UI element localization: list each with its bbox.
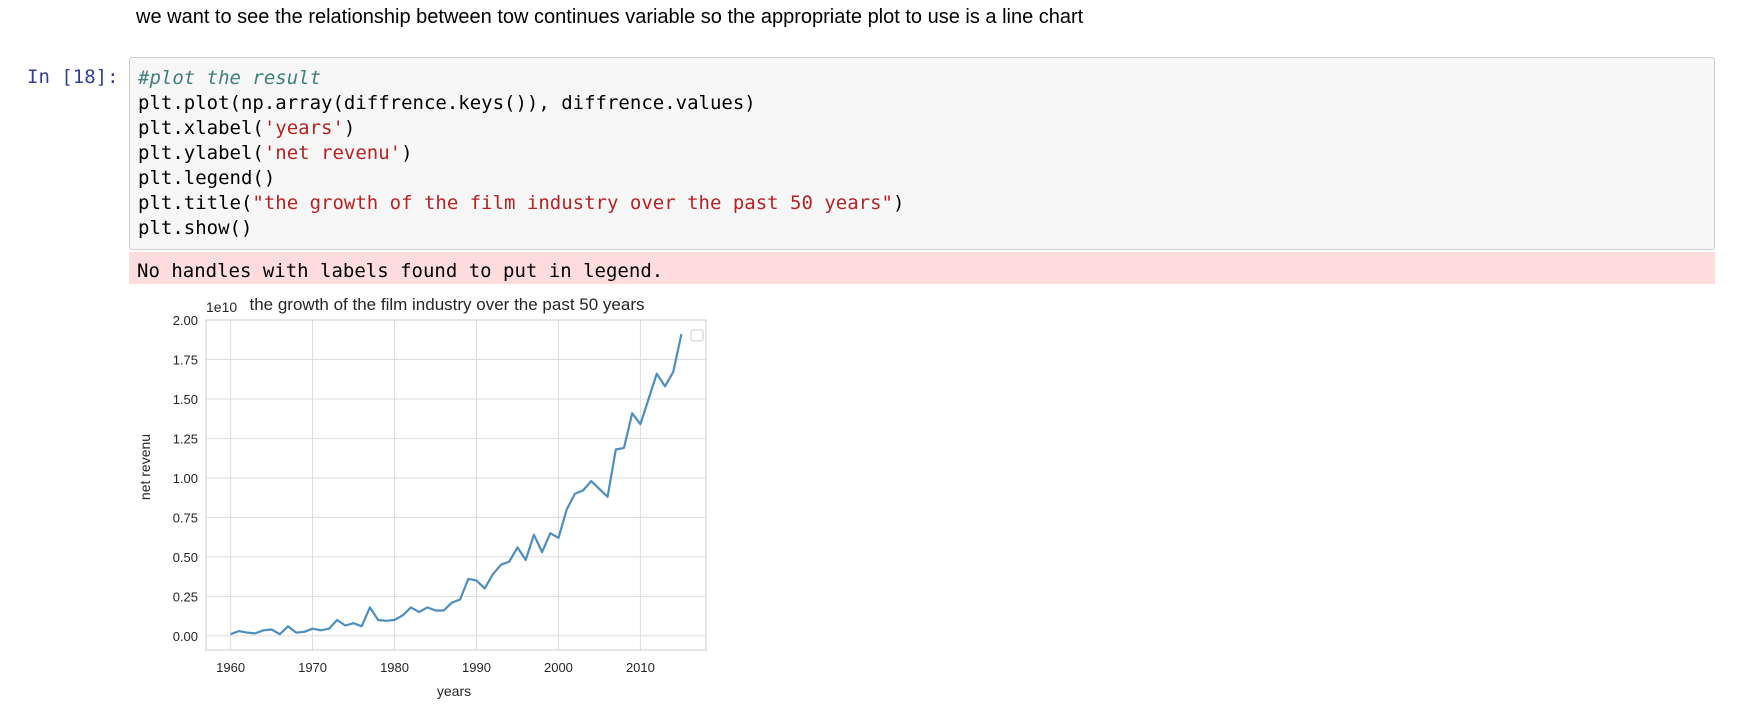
code-line-7: plt.show() (138, 217, 253, 239)
cell-prompt: In [18]: (27, 66, 119, 88)
code-line-6: plt.title("the growth of the film indust… (138, 191, 1714, 216)
grid (206, 319, 706, 650)
chart-title: the growth of the film industry over the… (250, 295, 645, 314)
y-tick-label: 0.75 (173, 510, 198, 525)
code-token: ) (892, 192, 905, 214)
x-tick-label: 1960 (216, 660, 245, 675)
x-tick-label: 2010 (626, 660, 655, 675)
code-token: plt.xlabel( (138, 117, 264, 139)
y-axis-label: net revenu (137, 434, 153, 500)
y-tick-label: 0.00 (173, 629, 198, 644)
code-string: 'years' (263, 117, 344, 139)
stderr-output: No handles with labels found to put in l… (129, 252, 1715, 284)
plot-frame (205, 319, 707, 651)
x-tick-label: 1990 (462, 660, 491, 675)
markdown-text: we want to see the relationship between … (136, 6, 1084, 28)
legend-box (690, 329, 704, 342)
code-token: plt.title( (138, 192, 253, 214)
code-token: plt.ylabel( (138, 142, 264, 164)
y-tick-label: 1.00 (173, 471, 198, 486)
y-tick-label: 2.00 (173, 313, 198, 328)
y-tick-label: 0.25 (173, 589, 198, 604)
code-line-1: #plot the result (138, 67, 322, 89)
y-tick-label: 1.75 (173, 352, 198, 367)
code-token: ) (401, 142, 413, 164)
code-token: ) (343, 117, 356, 139)
code-line-3: plt.xlabel('years') (138, 116, 1714, 141)
code-string: 'net revenu' (263, 142, 402, 164)
code-cell-input[interactable]: #plot the result plt.plot(np.array(diffr… (129, 57, 1715, 250)
code-line-4: plt.ylabel('net revenu') (138, 141, 1714, 166)
x-tick-label: 1970 (298, 660, 327, 675)
y-tick-label: 0.50 (173, 550, 198, 565)
y-ticks: 0.00 0.25 0.50 0.75 1.00 1.25 1.50 1.75 2.00 (173, 313, 198, 644)
y-tick-label: 1.25 (173, 431, 198, 446)
x-tick-label: 2000 (544, 660, 573, 675)
series-line (230, 333, 683, 636)
x-tick-label: 1980 (380, 660, 409, 675)
y-offset-label: 1e10 (206, 299, 237, 315)
code-line-2: plt.plot(np.array(diffrence.keys()), dif… (138, 92, 756, 114)
code-line-5: plt.legend() (138, 167, 276, 189)
y-tick-label: 1.50 (173, 392, 198, 407)
code-string: "the growth of the film industry over th… (252, 192, 893, 214)
x-axis-label: years (437, 683, 471, 699)
line-chart: the growth of the film industry over the… (137, 295, 707, 699)
x-ticks: 1960 1970 1980 1990 2000 2010 (216, 660, 655, 675)
